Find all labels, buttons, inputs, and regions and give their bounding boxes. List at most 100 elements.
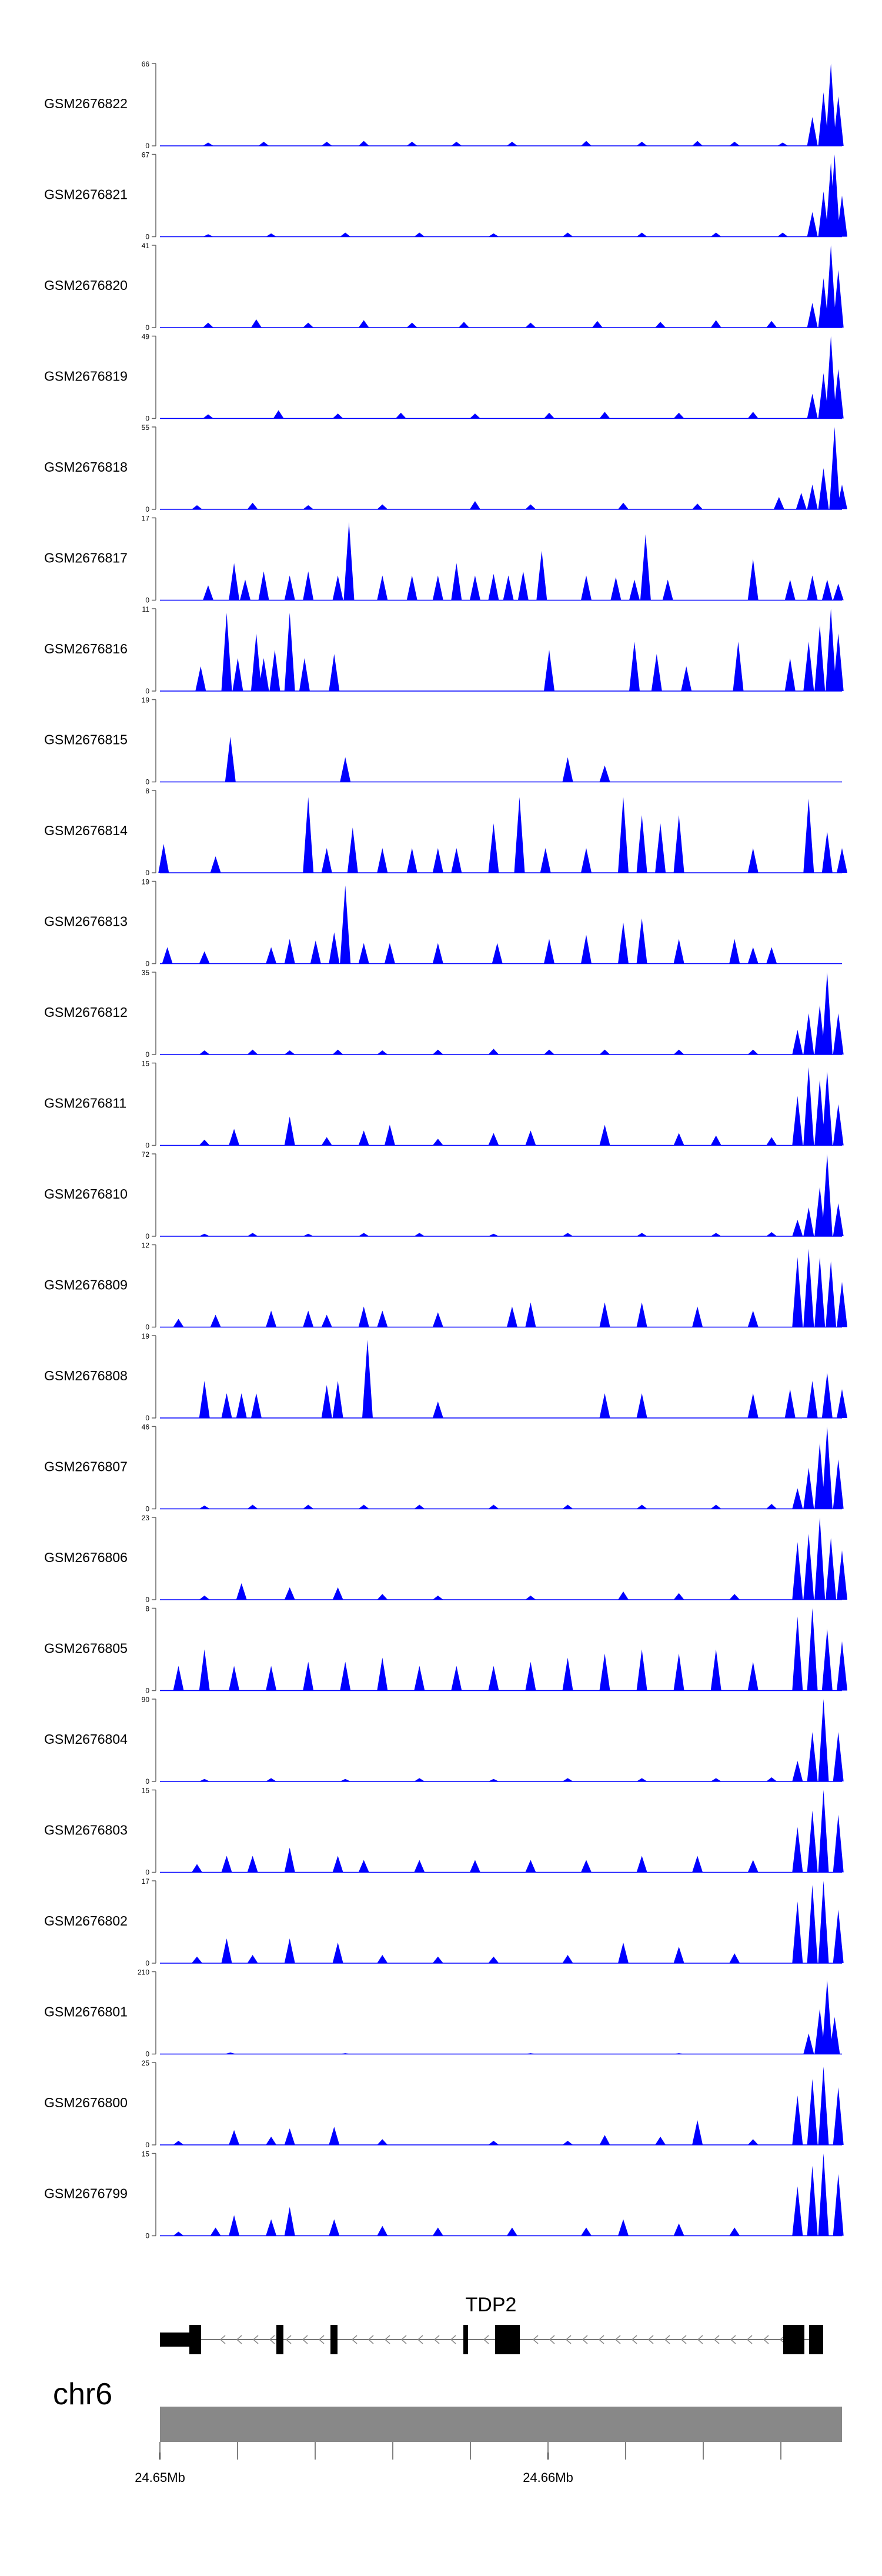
ymin-label: 0 xyxy=(145,1142,149,1150)
track-GSM2676813: GSM2676813 19 0 xyxy=(44,878,842,968)
track-label: GSM2676816 xyxy=(44,641,128,656)
strand-arrow xyxy=(763,2335,769,2344)
ymax-label: 19 xyxy=(142,696,150,705)
track-label: GSM2676810 xyxy=(44,1186,128,1202)
coverage-area xyxy=(160,1980,842,2054)
track-GSM2676809: GSM2676809 12 0 xyxy=(44,1242,847,1332)
coverage-area xyxy=(160,885,842,964)
ymax-label: 19 xyxy=(142,878,150,886)
axis-tick-label: 24.66Mb xyxy=(523,2470,573,2485)
track-GSM2676816: GSM2676816 11 0 xyxy=(44,605,844,695)
gene-exon xyxy=(330,2325,338,2354)
coverage-area xyxy=(158,797,847,873)
track-GSM2676799: GSM2676799 15 0 xyxy=(44,2150,844,2240)
track-label: GSM2676802 xyxy=(44,1913,128,1928)
coverage-area xyxy=(160,1881,844,1963)
ymin-label: 0 xyxy=(145,1323,149,1332)
coverage-area xyxy=(160,1426,844,1509)
coverage-area xyxy=(160,1517,847,1600)
strand-arrow xyxy=(400,2335,407,2344)
strand-arrow xyxy=(631,2335,637,2344)
coverage-area xyxy=(160,609,844,691)
track-label: GSM2676813 xyxy=(44,914,128,929)
ymin-label: 0 xyxy=(145,778,149,786)
track-label: GSM2676814 xyxy=(44,823,128,838)
genome-axis-labels: 24.65Mb 24.66Mb xyxy=(135,2452,573,2485)
ymax-label: 17 xyxy=(142,515,150,523)
ymax-label: 55 xyxy=(142,423,150,432)
strand-arrow xyxy=(532,2335,539,2344)
ymin-label: 0 xyxy=(145,233,149,241)
strand-arrow xyxy=(647,2335,654,2344)
track-label: GSM2676803 xyxy=(44,1823,128,1838)
chromosome-label: chr6 xyxy=(53,2377,112,2411)
gene-exon xyxy=(783,2325,804,2354)
ymax-label: 15 xyxy=(142,1787,150,1795)
strand-arrow xyxy=(565,2335,572,2344)
track-GSM2676805: GSM2676805 8 0 xyxy=(44,1605,847,1695)
track-label: GSM2676804 xyxy=(44,1731,128,1747)
ymin-label: 0 xyxy=(145,1050,149,1059)
track-GSM2676804: GSM2676804 90 0 xyxy=(44,1696,844,1786)
ymax-label: 8 xyxy=(145,1605,149,1613)
coverage-area xyxy=(160,154,847,237)
strand-arrow xyxy=(614,2335,621,2344)
ymin-label: 0 xyxy=(145,1414,149,1422)
ymin-label: 0 xyxy=(145,2050,149,2058)
track-label: GSM2676805 xyxy=(44,1641,128,1656)
strand-arrow xyxy=(368,2335,374,2344)
strand-arrow xyxy=(713,2335,720,2344)
gene-model-track: TDP2 xyxy=(160,2294,823,2354)
coverage-area xyxy=(160,245,844,328)
ymin-label: 0 xyxy=(145,687,149,695)
track-label: GSM2676799 xyxy=(44,2186,128,2201)
gene-exon xyxy=(816,2325,823,2354)
strand-arrow xyxy=(252,2335,259,2344)
ymin-label: 0 xyxy=(145,415,149,423)
gene-exon xyxy=(463,2325,468,2354)
ymin-label: 0 xyxy=(145,2232,149,2240)
ymax-label: 12 xyxy=(142,1242,150,1250)
ymin-label: 0 xyxy=(145,323,149,332)
ymin-label: 0 xyxy=(145,1777,149,1786)
coverage-area xyxy=(160,1154,844,1236)
track-GSM2676800: GSM2676800 25 0 xyxy=(44,2059,844,2149)
ideogram-ticks xyxy=(159,2442,781,2460)
coverage-area xyxy=(160,736,842,782)
ymax-label: 15 xyxy=(142,2150,150,2158)
track-GSM2676808: GSM2676808 19 0 xyxy=(44,1332,847,1422)
track-GSM2676815: GSM2676815 19 0 xyxy=(44,696,842,786)
strand-arrow xyxy=(697,2335,703,2344)
coverage-area xyxy=(160,1790,844,1873)
track-GSM2676810: GSM2676810 72 0 xyxy=(44,1150,844,1240)
strand-arrow xyxy=(417,2335,423,2344)
ymax-label: 15 xyxy=(142,1060,150,1068)
coverage-area xyxy=(160,522,844,600)
track-label: GSM2676811 xyxy=(44,1096,126,1111)
strand-arrow xyxy=(384,2335,390,2344)
track-GSM2676820: GSM2676820 41 0 xyxy=(44,242,844,332)
ymax-label: 66 xyxy=(142,60,150,68)
ymin-label: 0 xyxy=(145,869,149,877)
strand-arrow xyxy=(433,2335,440,2344)
coverage-area xyxy=(160,1608,847,1691)
track-GSM2676814: GSM2676814 8 0 xyxy=(44,787,847,877)
coverage-area xyxy=(160,1340,847,1418)
coverage-tracks: GSM2676822660GSM2676821670GSM2676820410G… xyxy=(44,60,847,2240)
ymax-label: 19 xyxy=(142,1332,150,1340)
coverage-area xyxy=(160,336,844,419)
ymax-label: 90 xyxy=(142,1696,150,1704)
ymax-label: 11 xyxy=(142,605,150,613)
coverage-area xyxy=(160,2067,844,2145)
track-label: GSM2676809 xyxy=(44,1277,128,1293)
track-label: GSM2676821 xyxy=(44,187,128,202)
track-GSM2676802: GSM2676802 17 0 xyxy=(44,1877,844,1967)
track-label: GSM2676820 xyxy=(44,278,128,293)
ymax-label: 25 xyxy=(142,2059,150,2067)
coverage-area xyxy=(160,972,844,1055)
chromosome-ideogram: chr6 24.65Mb 24.66Mb xyxy=(53,2377,842,2485)
ymax-label: 8 xyxy=(145,787,149,795)
coverage-area xyxy=(160,1067,844,1146)
track-label: GSM2676807 xyxy=(44,1459,128,1474)
